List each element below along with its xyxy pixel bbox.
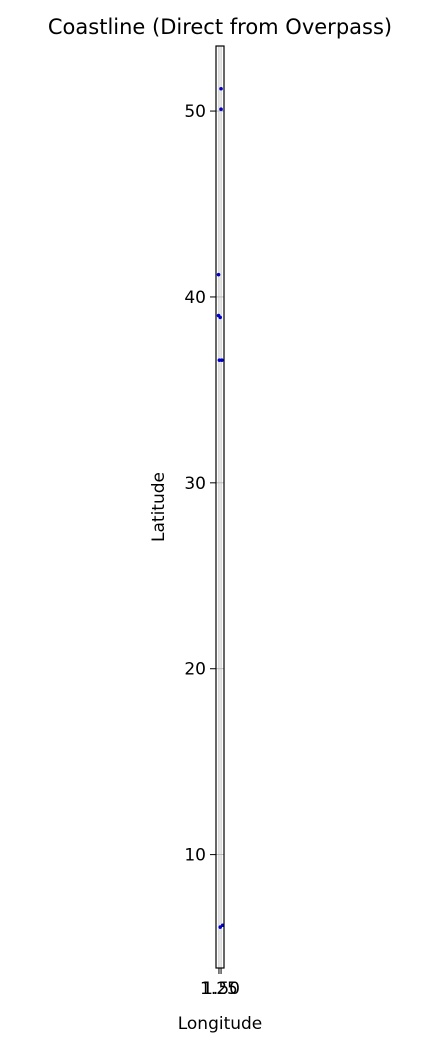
plot-frame (215, 45, 225, 969)
x-axis-label: Longitude (178, 1014, 263, 1034)
data-point (218, 315, 223, 320)
y-tick-label: 10 (184, 846, 206, 866)
y-axis-label: Latitude (149, 472, 169, 542)
y-tick-label: 30 (184, 474, 206, 494)
y-tick-label: 50 (184, 102, 206, 122)
data-point (219, 107, 223, 112)
data-point (217, 358, 222, 362)
x-tick-label: 1.25 (200, 979, 238, 999)
data-point (219, 86, 223, 91)
y-tick-label: 40 (184, 288, 206, 308)
y-tick-label: 20 (184, 660, 206, 680)
x-tick-label: 1.50 (202, 979, 240, 999)
grid-lines (216, 46, 224, 968)
data-point (218, 925, 223, 929)
plot-area (216, 46, 224, 968)
data-point (216, 272, 221, 277)
data-point (220, 358, 224, 362)
chart-title: Coastline (Direct from Overpass) (48, 15, 392, 39)
y-axis-ticks: 10 20 30 40 50 (184, 102, 216, 866)
x-axis-ticks: 1.251.50 (200, 968, 240, 999)
